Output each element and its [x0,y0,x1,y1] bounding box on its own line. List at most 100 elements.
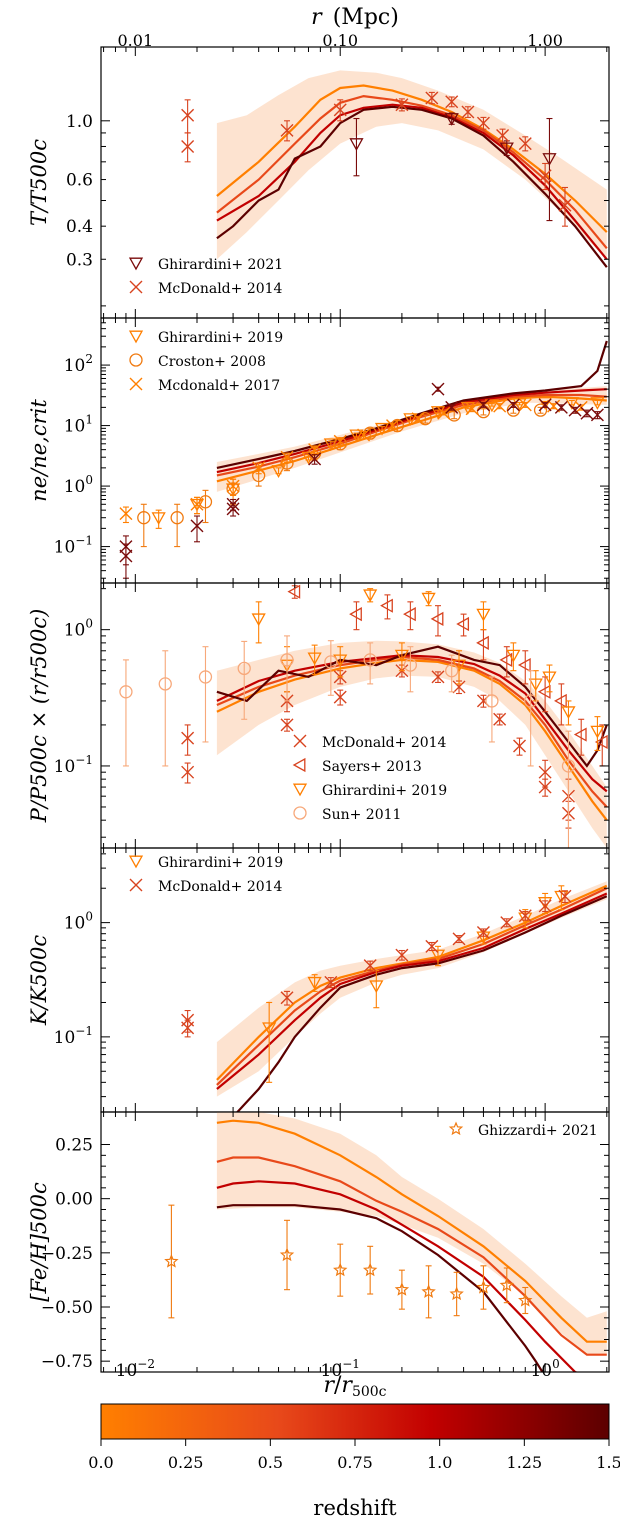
data-point [476,635,489,650]
y-axis-label: K/K500c [27,935,51,1027]
data-point [119,507,133,521]
data-point [580,406,594,420]
data-point [452,932,466,946]
data-point [558,198,572,212]
data-point [476,398,490,412]
data-point [280,718,294,732]
y-tick-label: −0.50 [41,1298,93,1318]
data-point [349,138,364,151]
data-point [357,428,371,442]
data-point [528,678,543,692]
data-point [280,123,294,137]
colorbar-ticks: 0.0 0.25 0.5 0.75 1.0 1.25 1.5 [88,1439,620,1472]
data-point [349,429,364,443]
data-point [484,399,500,413]
data-point [324,655,338,669]
panel-plot-area [181,70,608,268]
legend-marker [128,855,144,869]
data-point [538,398,552,412]
data-point [538,780,552,794]
data-point [369,980,384,994]
data-point [164,1253,179,1268]
legend-label: Sayers+ 2013 [322,759,422,775]
model-line-z0 [216,1119,607,1343]
obs-croston-2008 [137,403,548,548]
data-point [542,671,557,685]
bottom-tick-label: 100 [530,1357,559,1381]
obs-mcdonald-2017-hz [119,382,604,579]
scatter-band [216,386,607,492]
y-tick-label: 10−1 [54,753,93,777]
data-point [363,589,378,603]
bottom-axis: r/r500c 10−2 10−1 100 [116,1357,560,1400]
data-point [307,652,322,666]
obs-ghirardini-2019 [251,588,605,751]
panel-pressure: 100 10−1P/P500c × (r/r500c) McDonald+ 2014… [27,582,610,849]
data-point [445,95,459,109]
colorbar-tick-label: 0.25 [168,1453,204,1472]
data-point [403,413,418,427]
legend-label: Ghizzardi+ 2021 [478,1123,598,1139]
panel-plot-area [119,584,608,848]
data-point [181,108,195,122]
colorbar-tick-label: 1.0 [427,1453,452,1472]
model-line-z0.5 [216,655,608,808]
data-point [561,706,576,720]
data-point [190,519,204,533]
data-point [431,670,445,684]
y-tick-label: 100 [64,473,93,497]
y-axis-label: [Fe/H]500c [27,1182,51,1302]
data-point [445,664,459,678]
data-point [476,608,491,622]
data-point [437,406,451,420]
legend-label: McDonald+ 2014 [158,879,283,895]
data-point [181,731,195,745]
data-point [333,103,347,117]
model-line-z1 [216,892,608,1090]
data-point [374,422,390,436]
model-line-z0.5 [216,94,608,250]
data-point [493,399,507,413]
scatter-band [216,1112,607,1355]
bottom-tick-label: 10−1 [321,1357,360,1381]
data-point [444,113,459,126]
data-point [518,909,532,923]
y-tick-label: 10−1 [54,534,93,558]
data-point [226,479,240,493]
data-point [190,497,204,511]
data-point [430,949,446,963]
y-tick-label: −0.25 [41,1244,93,1264]
y-tick-label: 0.4 [66,217,93,237]
legend-marker [292,757,306,773]
top-tick-label: 0.10 [322,31,358,50]
panel-temperature: 1.0 0.6 0.4 0.3 T/T500c Ghirardini+ 2021 McDon… [27,46,610,319]
data-point [476,116,490,130]
legend-marker [129,280,143,294]
data-point [445,400,459,414]
data-point [403,607,416,622]
model-line-z0.5 [216,1156,607,1356]
y-tick-label: 10−1 [54,1024,93,1048]
obs-ghirardini-2019 [262,885,569,1083]
scatter-band [216,70,607,260]
data-point [262,1022,277,1036]
data-point [430,406,446,419]
obs-ghirardini-2019 [151,397,605,529]
data-point [425,939,439,953]
data-point [558,889,572,903]
legend-marker [128,257,144,271]
panel-plot-area [164,1112,607,1372]
data-point [308,443,322,457]
y-tick-label: 0.00 [55,1190,93,1210]
data-point [403,658,418,672]
model-line-z0 [216,884,608,1081]
model-line-z1.5 [216,645,608,768]
legend-label: Ghirardini+ 2021 [158,257,283,273]
obs-mcdonald-2017 [119,398,588,524]
data-point [307,976,322,990]
legend-label: Ghirardini+ 2019 [158,330,283,346]
legend-marker [292,783,308,797]
data-point [554,693,567,709]
data-point [333,690,347,704]
legend-label: Ghirardini+ 2019 [322,783,447,799]
